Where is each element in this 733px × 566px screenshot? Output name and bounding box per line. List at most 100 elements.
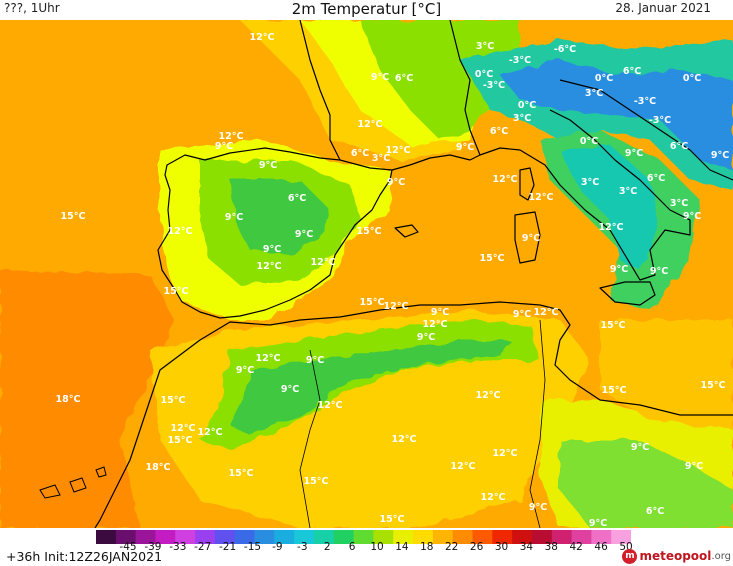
colorbar-tick-label: -21: [219, 541, 237, 553]
temperature-label: 9°C: [225, 212, 243, 223]
colorbar-swatch: [135, 530, 156, 544]
colorbar-swatch: [393, 530, 414, 544]
brand-name: meteopool: [639, 549, 712, 563]
colorbar-tick-label: -39: [144, 541, 162, 553]
colorbar-swatch: [531, 530, 553, 544]
legend: -45 -39 -33 -27 -21 -15 -9 -3 2 6 10 14 18 22 26 30 34 38…: [0, 528, 733, 566]
colorbar-swatch: [195, 530, 216, 544]
atlas-coldest-zone: [230, 340, 510, 435]
temperature-label: 12°C: [168, 226, 193, 237]
temperature-label: 3°C: [581, 177, 599, 188]
temperature-label: 9°C: [263, 244, 281, 255]
temperature-label: 9°C: [513, 309, 531, 320]
brand-logo: m meteopool .org: [622, 548, 731, 564]
temperature-label: 12°C: [386, 145, 411, 156]
colorbar-swatch: [254, 530, 275, 544]
temperature-label: 9°C: [683, 211, 701, 222]
colorbar-tick-label: 14: [395, 541, 409, 553]
coastlines: [94, 20, 733, 528]
temperature-label: 12°C: [476, 390, 501, 401]
canary-island-1: [39, 484, 61, 499]
colorbar-swatch: [175, 530, 196, 544]
temperature-label: 12°C: [219, 131, 244, 142]
colorbar-tick-label: 22: [445, 541, 459, 553]
temperature-label: 18°C: [146, 462, 171, 473]
corsica-coastline: [519, 167, 535, 201]
colorbar-swatch: [432, 530, 454, 544]
temperature-label: 15°C: [229, 468, 254, 479]
canary-island-3: [95, 466, 107, 478]
colorbar-tick-label: -9: [272, 541, 283, 553]
canary-islands: [39, 466, 107, 499]
temperature-colorbar: [96, 530, 631, 544]
temperature-label: 9°C: [259, 160, 277, 171]
temperature-label: 15°C: [380, 514, 405, 525]
colorbar-tick-label: -27: [194, 541, 212, 553]
colorbar-swatch: [333, 530, 355, 544]
temperature-label: 12°C: [423, 319, 448, 330]
colorbar-swatch: [234, 530, 256, 544]
colorbar-tick-label: 46: [594, 541, 608, 553]
temperature-label: -3°C: [509, 55, 531, 66]
temperature-label: 3°C: [670, 198, 688, 209]
temperature-label: 12°C: [198, 427, 223, 438]
temperature-label: 12°C: [392, 434, 417, 445]
north-africa-coastline: [149, 301, 733, 416]
colorbar-tick-label: 34: [519, 541, 534, 553]
colorbar-tick-label: 2: [323, 541, 331, 553]
colorbar-tick-label: 30: [494, 541, 509, 553]
libya-cold-zone: [560, 440, 733, 528]
temperature-label: 9°C: [589, 518, 607, 528]
run-info: +36h Init:12Z26JAN2021: [6, 549, 163, 564]
temperature-label: 15°C: [61, 211, 86, 222]
temperature-label: 9°C: [456, 142, 474, 153]
colorbar-swatch: [492, 530, 513, 544]
algeria-border: [299, 319, 546, 528]
temperature-label: 6°C: [490, 126, 508, 137]
temperature-label: 9°C: [610, 264, 628, 275]
colorbar-swatch: [452, 530, 473, 544]
temperature-label: 9°C: [215, 141, 233, 152]
sicily-coastline: [599, 281, 656, 306]
temperature-label: 9°C: [371, 72, 389, 83]
temperature-label: 12°C: [493, 174, 518, 185]
colorbar-tick-label: -3: [297, 541, 308, 553]
temperature-label: 12°C: [257, 261, 282, 272]
map-header: ???, 1Uhr 2m Temperatur [°C] 28. Januar …: [0, 0, 733, 20]
temperature-label: 15°C: [304, 476, 329, 487]
temperature-label: -3°C: [634, 96, 656, 107]
colorbar-swatch: [115, 530, 137, 544]
iberia-coastline: [157, 147, 393, 319]
brand-icon: m: [622, 548, 638, 564]
temperature-label: 6°C: [670, 141, 688, 152]
temperature-label: -3°C: [483, 80, 505, 91]
header-date: 28. Januar 2021: [615, 1, 711, 15]
colorbar-swatch: [551, 530, 573, 544]
temperature-label: 12°C: [358, 119, 383, 130]
temperature-label: 12°C: [318, 400, 343, 411]
temperature-label: 15°C: [164, 286, 189, 297]
iberia-coldest-zone: [230, 180, 330, 255]
italy-coastline: [479, 79, 733, 281]
colorbar-tick-label: -45: [119, 541, 137, 553]
colorbar-swatch: [214, 530, 236, 544]
colorbar-swatch: [413, 530, 434, 544]
temperature-label: 3°C: [372, 153, 390, 164]
temperature-label: 0°C: [580, 136, 598, 147]
brand-tld: .org: [711, 550, 731, 562]
temperature-label: 6°C: [646, 506, 664, 517]
temperature-label: 0°C: [518, 100, 536, 111]
colorbar-tick-label: 10: [370, 541, 384, 553]
colorbar-tick-label: 42: [569, 541, 583, 553]
temperature-label: 9°C: [387, 177, 405, 188]
colorbar-ticks: -45 -39 -33 -27 -21 -15 -9 -3 2 6 10 14 18 22 26 30 34 38…: [0, 541, 733, 555]
temperature-label: 3°C: [513, 113, 531, 124]
temperature-label: 9°C: [711, 150, 729, 161]
temperature-label: 9°C: [295, 229, 313, 240]
header-day-hour: ???, 1Uhr: [4, 1, 60, 15]
colorbar-tick-label: 26: [469, 541, 484, 553]
colorbar-swatch: [313, 530, 335, 544]
temperature-label: 0°C: [475, 69, 493, 80]
temperature-label: 15°C: [480, 253, 505, 264]
map-title: 2m Temperatur [°C]: [291, 0, 442, 18]
